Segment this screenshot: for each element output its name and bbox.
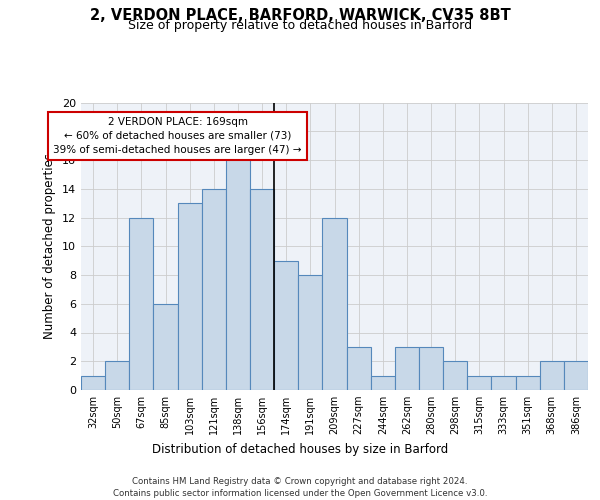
Bar — [540, 361, 564, 390]
Bar — [395, 347, 419, 390]
Text: 2 VERDON PLACE: 169sqm
← 60% of detached houses are smaller (73)
39% of semi-det: 2 VERDON PLACE: 169sqm ← 60% of detached… — [53, 117, 302, 155]
Bar — [491, 376, 515, 390]
Bar — [347, 347, 371, 390]
Bar — [178, 203, 202, 390]
Text: Contains HM Land Registry data © Crown copyright and database right 2024.
Contai: Contains HM Land Registry data © Crown c… — [113, 476, 487, 498]
Bar — [105, 361, 129, 390]
Text: Distribution of detached houses by size in Barford: Distribution of detached houses by size … — [152, 442, 448, 456]
Bar — [202, 188, 226, 390]
Bar — [129, 218, 154, 390]
Bar — [564, 361, 588, 390]
Bar — [443, 361, 467, 390]
Bar — [226, 146, 250, 390]
Bar — [515, 376, 540, 390]
Y-axis label: Number of detached properties: Number of detached properties — [43, 153, 56, 340]
Bar — [298, 275, 322, 390]
Bar — [419, 347, 443, 390]
Bar — [81, 376, 105, 390]
Text: Size of property relative to detached houses in Barford: Size of property relative to detached ho… — [128, 19, 472, 32]
Bar — [467, 376, 491, 390]
Bar — [371, 376, 395, 390]
Bar — [322, 218, 347, 390]
Bar — [250, 188, 274, 390]
Bar — [154, 304, 178, 390]
Text: 2, VERDON PLACE, BARFORD, WARWICK, CV35 8BT: 2, VERDON PLACE, BARFORD, WARWICK, CV35 … — [89, 8, 511, 22]
Bar — [274, 260, 298, 390]
